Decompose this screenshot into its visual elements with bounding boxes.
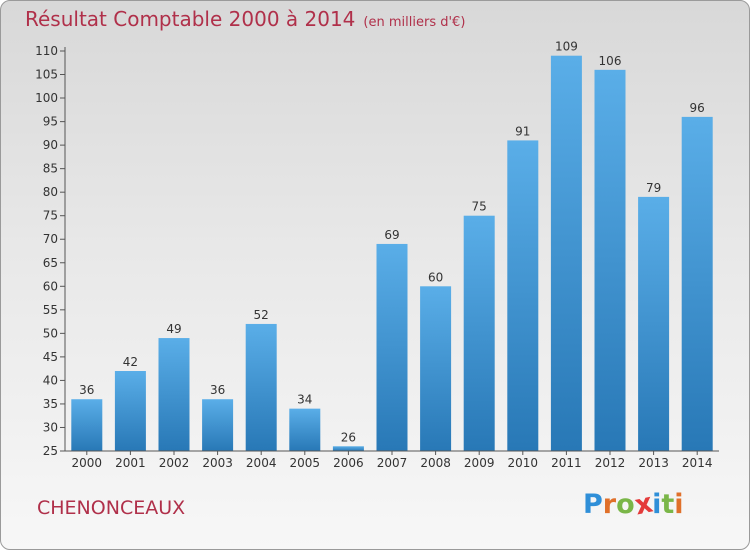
data-label-2012: 106 xyxy=(599,54,622,68)
bar-2014 xyxy=(681,116,713,451)
y-tick-label: 50 xyxy=(43,326,58,340)
y-tick-label: 75 xyxy=(43,209,58,223)
data-label-2001: 42 xyxy=(123,355,138,369)
logo-letter: i xyxy=(674,489,684,520)
x-tick-label-2013: 2013 xyxy=(638,456,669,470)
logo-letter: P xyxy=(583,489,603,520)
data-label-2013: 79 xyxy=(646,181,661,195)
bar-2004 xyxy=(245,323,277,451)
y-tick-label: 25 xyxy=(43,444,58,458)
x-tick-label-2012: 2012 xyxy=(595,456,626,470)
data-label-2004: 52 xyxy=(254,308,269,322)
x-tick-label-2006: 2006 xyxy=(333,456,364,470)
logo-letter: r xyxy=(602,489,617,520)
y-tick-label: 40 xyxy=(43,373,58,387)
y-tick-label: 70 xyxy=(43,232,58,246)
x-tick-label-2005: 2005 xyxy=(290,456,321,470)
title-main: Résultat Comptable 2000 à 2014 xyxy=(25,7,356,31)
bar-2006 xyxy=(332,446,364,451)
proxiti-logo: Proxiti xyxy=(583,488,684,522)
data-label-2011: 109 xyxy=(555,40,578,54)
x-tick-label-2001: 2001 xyxy=(115,456,146,470)
data-label-2006: 26 xyxy=(341,430,356,444)
logo-letter: o xyxy=(616,489,635,520)
y-tick-label: 35 xyxy=(43,397,58,411)
logo-letter: t xyxy=(661,489,675,520)
x-tick-label-2011: 2011 xyxy=(551,456,582,470)
bar-2010 xyxy=(507,140,539,452)
commune-name: CHENONCEAUX xyxy=(37,497,186,519)
bar-2003 xyxy=(202,399,234,451)
bar-2001 xyxy=(114,371,146,451)
logo-letter: i xyxy=(652,489,662,520)
x-tick-label-2009: 2009 xyxy=(464,456,495,470)
x-tick-label-2010: 2010 xyxy=(508,456,539,470)
bar-2002 xyxy=(158,338,190,451)
bar-2012 xyxy=(594,69,626,451)
y-tick-label: 85 xyxy=(43,162,58,176)
data-label-2010: 91 xyxy=(515,124,530,138)
y-tick-label: 110 xyxy=(35,44,58,58)
data-label-2007: 69 xyxy=(384,228,399,242)
y-tick-label: 30 xyxy=(43,420,58,434)
bar-2005 xyxy=(289,408,321,451)
y-tick-label: 100 xyxy=(35,91,58,105)
y-tick-label: 60 xyxy=(43,279,58,293)
x-tick-label-2000: 2000 xyxy=(72,456,103,470)
data-label-2009: 75 xyxy=(472,200,487,214)
y-tick-label: 55 xyxy=(43,303,58,317)
y-tick-label: 95 xyxy=(43,115,58,129)
data-label-2005: 34 xyxy=(297,393,312,407)
y-tick-label: 45 xyxy=(43,350,58,364)
y-tick-label: 105 xyxy=(35,68,58,82)
data-label-2008: 60 xyxy=(428,270,443,284)
chart-title: Résultat Comptable 2000 à 2014 (en millie… xyxy=(25,7,465,31)
x-tick-label-2003: 2003 xyxy=(202,456,233,470)
bar-chart: 36 42 49 36 52 34 26 69 60 75 91 109 106 79 96 25 30 35 4… xyxy=(35,40,719,470)
data-label-2014: 96 xyxy=(690,101,705,115)
y-tick-label: 80 xyxy=(43,185,58,199)
data-label-2002: 49 xyxy=(166,322,181,336)
x-tick-label-2002: 2002 xyxy=(159,456,190,470)
x-tick-label-2007: 2007 xyxy=(377,456,408,470)
y-tick-label: 65 xyxy=(43,256,58,270)
bar-2013 xyxy=(638,196,670,451)
x-tick-label-2008: 2008 xyxy=(420,456,451,470)
data-label-2000: 36 xyxy=(79,383,94,397)
x-tick-label-2014: 2014 xyxy=(682,456,713,470)
x-tick-label-2004: 2004 xyxy=(246,456,277,470)
bar-2008 xyxy=(420,286,452,451)
bar-2007 xyxy=(376,243,408,451)
bar-2011 xyxy=(550,55,582,452)
data-label-2003: 36 xyxy=(210,383,225,397)
bar-2000 xyxy=(71,399,103,451)
y-tick-label: 90 xyxy=(43,138,58,152)
title-unit: (en milliers d'€) xyxy=(363,15,466,30)
bar-2009 xyxy=(463,215,495,451)
